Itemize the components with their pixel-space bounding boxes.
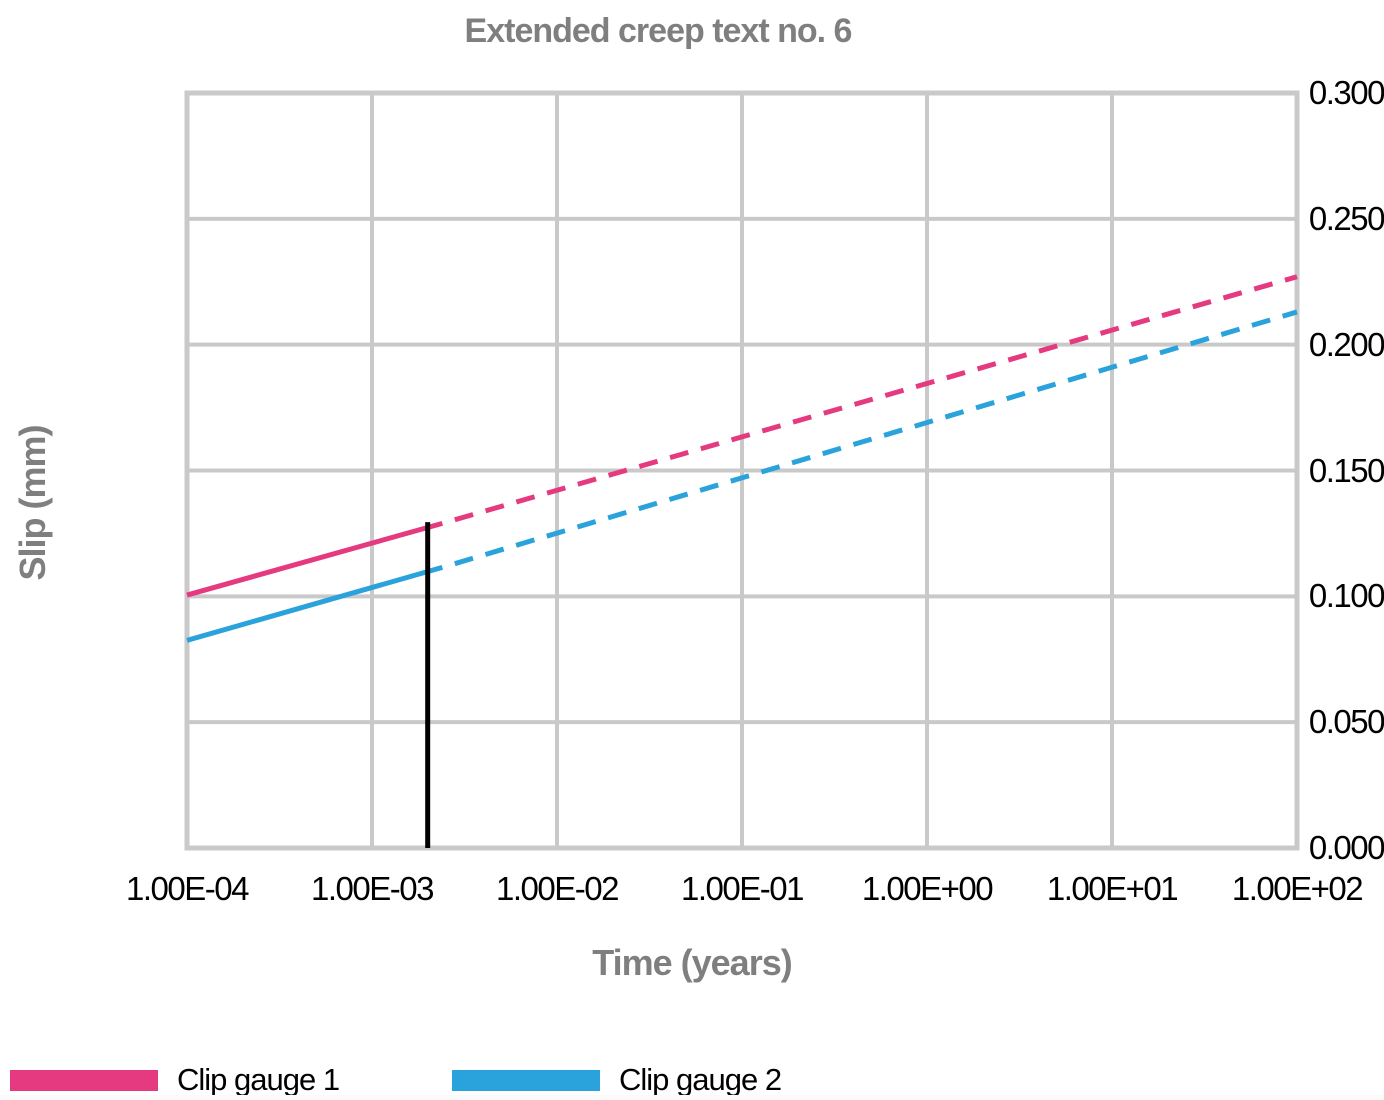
y-tick-label: 0.100	[1308, 577, 1384, 615]
y-tick-label: 0.300	[1308, 74, 1384, 111]
x-tick-label: 1.00E-03	[311, 870, 434, 907]
legend-swatch-clip-gauge-1	[10, 1069, 158, 1091]
y-tick-label: 0.050	[1308, 703, 1384, 741]
x-axis-title: Time (years)	[592, 942, 792, 983]
y-tick-label: 0.250	[1308, 199, 1384, 237]
legend-label-clip-gauge-1: Clip gauge 1	[177, 1062, 340, 1097]
y-tick-label: 0.000	[1308, 829, 1384, 866]
legend-item-clip-gauge-1: Clip gauge 1	[10, 1062, 340, 1098]
legend-item-clip-gauge-2: Clip gauge 2	[452, 1062, 782, 1098]
x-tick-label: 1.00E-04	[126, 870, 249, 907]
y-tick-label: 0.200	[1308, 325, 1384, 363]
y-tick-label: 0.150	[1308, 451, 1384, 489]
legend-label-clip-gauge-2: Clip gauge 2	[619, 1062, 782, 1097]
x-tick-label: 1.00E-01	[681, 870, 804, 907]
chart-title: Extended creep text no. 6	[464, 12, 853, 50]
bottom-strip	[0, 1095, 1384, 1100]
x-tick-label: 1.00E+02	[1231, 870, 1364, 907]
x-tick-label: 1.00E+00	[861, 870, 994, 907]
x-tick-label: 1.00E+01	[1046, 870, 1179, 907]
legend-swatch-clip-gauge-2	[452, 1069, 600, 1091]
x-tick-label: 1.00E-02	[496, 870, 619, 907]
